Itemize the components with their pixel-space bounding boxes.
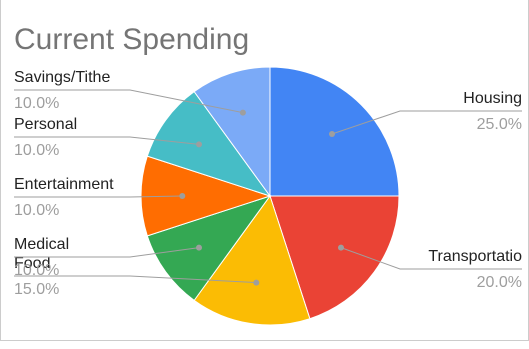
slice-label-medical: Medical [14, 236, 69, 253]
leader-line-savings-tithe [14, 89, 243, 114]
leader-line-food [14, 275, 257, 284]
leader-dot-housing [329, 131, 335, 137]
leader-line-transportatio [340, 247, 522, 270]
pie-slice-housing[interactable] [269, 66, 400, 197]
slice-percent-food: 15.0% [14, 281, 59, 298]
leader-line-entertainment [14, 195, 183, 198]
leader-line-medical [14, 247, 200, 258]
slice-label-personal: Personal [14, 116, 77, 133]
slice-label-entertainment: Entertainment [14, 176, 114, 193]
slices-layer [140, 66, 400, 326]
slice-percent-housing: 25.0% [477, 116, 522, 133]
pie-slice-entertainment[interactable] [140, 155, 272, 237]
slice-label-food: Food [14, 255, 50, 272]
labels-layer: Housing 25.0% Transportatio 20.0% Food 15.0% M… [14, 69, 522, 298]
slice-percent-transportatio: 20.0% [477, 274, 522, 291]
leader-dot-transportatio [338, 244, 344, 251]
slice-label-transportatio: Transportatio [428, 248, 522, 265]
pie-slice-food[interactable] [193, 194, 311, 326]
slice-label-savings-tithe: Savings/Tithe [14, 69, 110, 86]
slice-percent-savings-tithe: 10.0% [14, 95, 59, 112]
slice-label-housing: Housing [463, 90, 522, 107]
chart-title: Current Spending [14, 23, 249, 56]
pie-slice-personal[interactable] [146, 90, 272, 197]
leader-dot-food [253, 279, 260, 286]
slice-percent-entertainment: 10.0% [14, 202, 59, 219]
leader-dot-medical [196, 244, 202, 251]
leader-dot-entertainment [179, 193, 186, 199]
slice-percent-medical: 10.0% [14, 262, 59, 279]
pie-slice-savings-tithe[interactable] [193, 66, 271, 198]
pie-slice-medical[interactable] [146, 195, 272, 302]
leader-dot-savings-tithe [239, 109, 246, 116]
leader-dot-personal [196, 141, 202, 148]
slice-percent-personal: 10.0% [14, 142, 59, 159]
pie-slice-transportatio[interactable] [269, 195, 400, 320]
leader-line-personal [14, 136, 200, 145]
leader-line-housing [331, 110, 522, 135]
